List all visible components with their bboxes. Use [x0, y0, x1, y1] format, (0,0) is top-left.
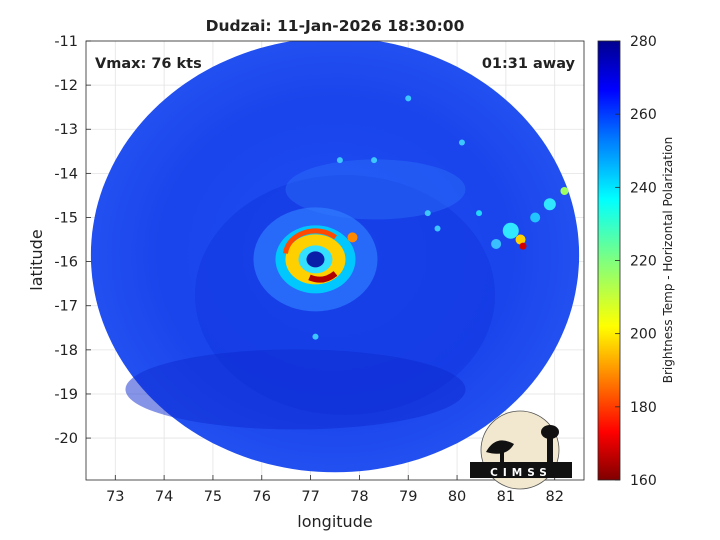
y-tick-label: -12 — [54, 78, 78, 94]
convection-cell — [491, 238, 502, 249]
logo-dish-icon — [486, 440, 514, 454]
scattered-cell — [336, 157, 343, 164]
colorbar: 280 260 240 220 200 180 160 Brightness Temp - … — [597, 34, 675, 489]
x-tick-label: 76 — [253, 489, 271, 505]
convection-cell — [515, 234, 526, 245]
colorbar-label: Brightness Temp - Horizontal Polarizatio… — [661, 137, 675, 384]
x-tick-label: 75 — [204, 489, 222, 505]
scattered-cell — [434, 225, 441, 232]
northern-band — [285, 159, 466, 220]
scattered-cell — [424, 210, 431, 217]
y-tick-label: -15 — [54, 210, 78, 226]
brightness-temp-swath — [90, 41, 580, 473]
logo-tower-leg — [547, 436, 553, 462]
x-tick-label: 74 — [155, 489, 173, 505]
x-tick-label: 79 — [399, 489, 417, 505]
y-tick-label: -11 — [54, 34, 78, 50]
x-tick-label: 73 — [106, 489, 124, 505]
convection-cell — [543, 198, 556, 211]
colorbar-ticks: 280 260 240 220 200 180 160 — [615, 34, 657, 489]
y-tick-label: -14 — [54, 166, 78, 182]
vmax-annotation: Vmax: 76 kts — [95, 56, 202, 72]
x-axis-ticks: 73 74 75 76 77 78 79 80 81 82 — [106, 475, 564, 505]
colorbar-tick-label: 260 — [630, 107, 657, 123]
convection-cell — [519, 242, 527, 250]
logo-text: CIMSS — [490, 467, 552, 479]
colorbar-tick-label: 220 — [630, 254, 657, 270]
convection-cell — [560, 187, 569, 196]
y-axis-ticks: -11 -12 -13 -14 -15 -16 -17 -18 -19 -20 — [54, 34, 91, 447]
colorbar-tick-label: 240 — [630, 180, 657, 196]
cimss-logo: CIMSS — [470, 410, 572, 490]
logo-hill — [470, 462, 572, 478]
eyewall-hot-south — [308, 271, 338, 283]
x-tick-label: 78 — [350, 489, 368, 505]
plot-frame — [85, 40, 585, 481]
logo-dish-stand — [500, 450, 504, 464]
scattered-cell — [405, 95, 412, 102]
x-tick-label: 81 — [497, 489, 515, 505]
x-tick-label: 82 — [545, 489, 563, 505]
eyewall-hot-north — [282, 228, 337, 254]
southern-band — [125, 349, 466, 430]
convection-cell — [502, 222, 519, 239]
x-axis-label: longitude — [297, 512, 372, 531]
y-tick-label: -17 — [54, 299, 78, 315]
logo-water-tower-icon — [541, 425, 559, 439]
scattered-cell — [312, 333, 319, 340]
y-tick-label: -20 — [54, 431, 78, 447]
y-tick-label: -13 — [54, 122, 78, 138]
x-tick-label: 77 — [301, 489, 319, 505]
convective-cell — [347, 232, 358, 243]
storm-features — [125, 95, 569, 430]
x-tick-label: 80 — [448, 489, 466, 505]
y-axis-label: latitude — [27, 229, 46, 290]
y-tick-label: -16 — [54, 255, 78, 271]
convection-cell — [476, 210, 483, 217]
chart-title: Dudzai: 11-Jan-2026 18:30:00 — [206, 17, 465, 35]
y-tick-label: -19 — [54, 387, 78, 403]
colorbar-tick-label: 280 — [630, 34, 657, 50]
colorbar-tick-label: 200 — [630, 327, 657, 343]
scattered-cell — [458, 139, 465, 146]
colorbar-tick-label: 180 — [630, 400, 657, 416]
scattered-cell — [371, 157, 378, 164]
colorbar-tick-label: 160 — [630, 473, 657, 489]
convection-cell — [530, 212, 541, 223]
y-tick-label: -18 — [54, 343, 78, 359]
time-away-annotation: 01:31 away — [482, 56, 576, 72]
storm-eye — [306, 251, 325, 268]
